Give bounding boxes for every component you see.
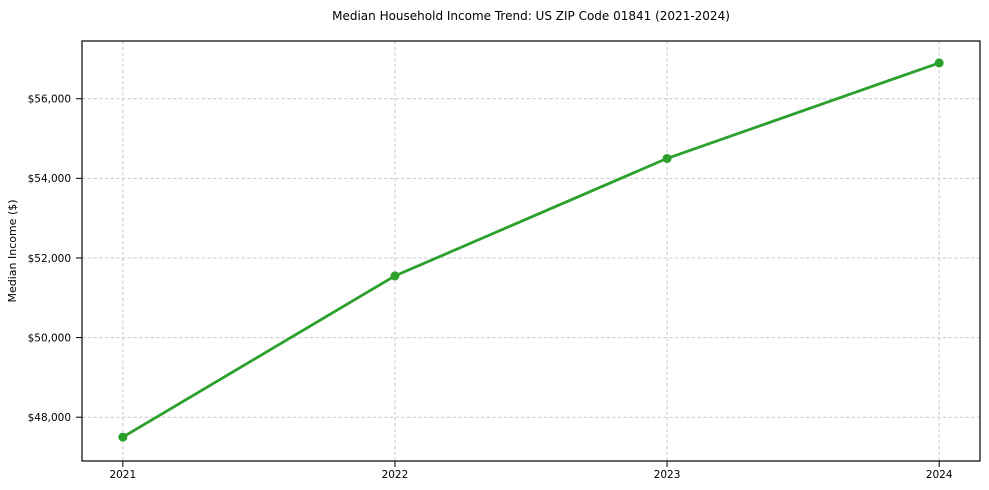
plot-background bbox=[82, 41, 980, 461]
x-tick-label: 2024 bbox=[926, 469, 953, 481]
y-tick-label: $50,000 bbox=[28, 332, 71, 344]
chart-title: Median Household Income Trend: US ZIP Co… bbox=[332, 9, 730, 23]
trend-line bbox=[121, 61, 941, 439]
y-tick-label: $52,000 bbox=[28, 253, 71, 265]
data-point-2024 bbox=[934, 58, 944, 68]
x-tick-label: 2021 bbox=[109, 469, 136, 481]
data-point-2021 bbox=[118, 432, 128, 442]
y-tick-label: $54,000 bbox=[28, 173, 71, 185]
y-axis-label: Median Income ($) bbox=[6, 199, 19, 302]
x-tick-label: 2022 bbox=[382, 469, 409, 481]
data-point-2023 bbox=[662, 153, 672, 163]
y-tick-label: $48,000 bbox=[28, 412, 71, 424]
plot-frame bbox=[81, 40, 981, 462]
y-tick-label: $56,000 bbox=[28, 94, 71, 106]
plot-area: $48,000 $50,000 $52,000 $54,000 $56,000 2021 2… bbox=[28, 40, 981, 481]
data-point-2022 bbox=[390, 271, 400, 281]
x-tick-label: 2023 bbox=[654, 469, 681, 481]
